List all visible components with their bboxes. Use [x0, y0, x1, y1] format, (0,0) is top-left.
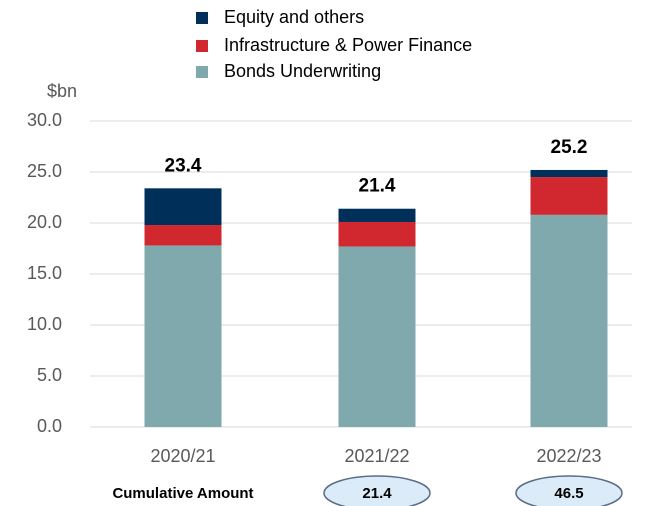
y-tick-label: 5.0: [37, 365, 62, 385]
cumulative-value: 21.4: [362, 485, 392, 502]
cumulative-badge: [323, 475, 431, 506]
y-tick-label: 0.0: [37, 416, 62, 436]
y-tick-label: 15.0: [27, 263, 62, 283]
y-tick-label: 25.0: [27, 161, 62, 181]
y-tick-label: 30.0: [27, 110, 62, 130]
bar-segment: [338, 208, 416, 222]
legend-label: Bonds Underwriting: [224, 61, 381, 81]
legend-label: Infrastructure & Power Finance: [224, 35, 472, 55]
x-tick-label: 2021/22: [344, 446, 409, 466]
bar-segment: [530, 177, 608, 215]
bar-segment: [144, 245, 222, 427]
cumulative-label: Cumulative Amount: [112, 485, 253, 502]
legend-swatch: [196, 66, 208, 78]
total-label: 21.4: [359, 176, 396, 197]
bar-segment: [338, 221, 416, 247]
cumulative-badge: [515, 475, 623, 506]
legend-label: Equity and others: [224, 7, 364, 27]
x-tick-label: 2020/21: [150, 446, 215, 466]
y-tick-label: 20.0: [27, 212, 62, 232]
bar-segment: [530, 214, 608, 427]
bar-segment: [144, 188, 222, 226]
legend-swatch: [196, 12, 208, 24]
total-label: 25.2: [551, 137, 588, 158]
cumulative-value: 46.5: [554, 485, 583, 502]
x-tick-label: 2022/23: [536, 446, 601, 466]
bar-segment: [530, 169, 608, 178]
total-label: 23.4: [165, 155, 202, 176]
y-tick-label: 10.0: [27, 314, 62, 334]
bar-segment: [144, 225, 222, 246]
legend-swatch: [196, 40, 208, 52]
bar-segment: [338, 246, 416, 427]
y-axis-unit: $bn: [47, 81, 77, 101]
